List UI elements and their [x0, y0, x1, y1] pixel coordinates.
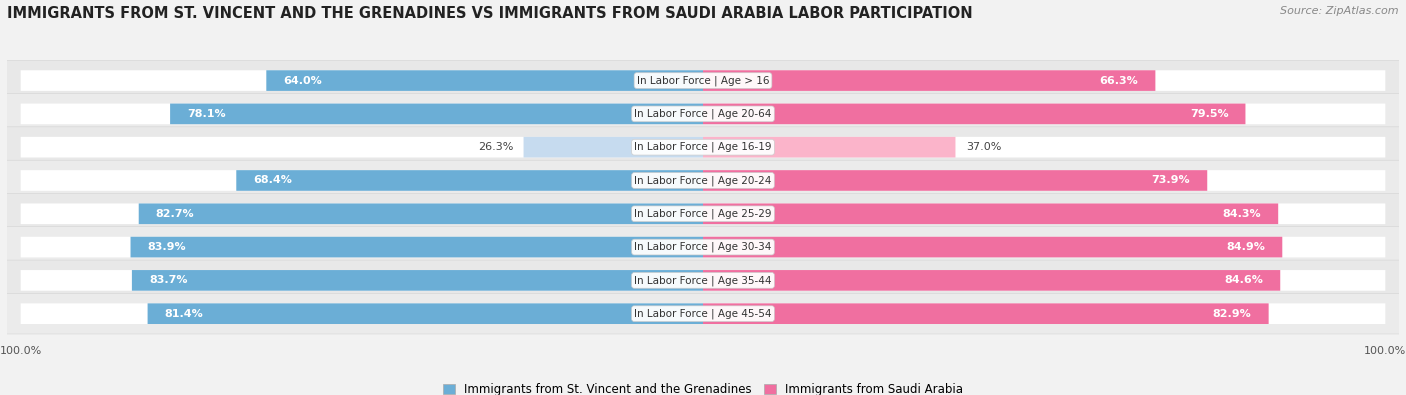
FancyBboxPatch shape	[703, 303, 1385, 324]
FancyBboxPatch shape	[21, 137, 703, 158]
Text: In Labor Force | Age 35-44: In Labor Force | Age 35-44	[634, 275, 772, 286]
Text: IMMIGRANTS FROM ST. VINCENT AND THE GRENADINES VS IMMIGRANTS FROM SAUDI ARABIA L: IMMIGRANTS FROM ST. VINCENT AND THE GREN…	[7, 6, 973, 21]
FancyBboxPatch shape	[132, 270, 703, 291]
Text: 84.3%: 84.3%	[1222, 209, 1261, 219]
FancyBboxPatch shape	[703, 137, 956, 158]
FancyBboxPatch shape	[170, 103, 703, 124]
FancyBboxPatch shape	[703, 303, 1268, 324]
FancyBboxPatch shape	[6, 227, 1400, 267]
Text: 83.9%: 83.9%	[148, 242, 186, 252]
FancyBboxPatch shape	[703, 203, 1278, 224]
FancyBboxPatch shape	[703, 70, 1385, 91]
FancyBboxPatch shape	[6, 94, 1400, 134]
FancyBboxPatch shape	[703, 203, 1385, 224]
FancyBboxPatch shape	[703, 137, 1385, 158]
FancyBboxPatch shape	[21, 170, 703, 191]
FancyBboxPatch shape	[21, 237, 703, 258]
FancyBboxPatch shape	[703, 270, 1385, 291]
FancyBboxPatch shape	[266, 70, 703, 91]
FancyBboxPatch shape	[21, 303, 703, 324]
FancyBboxPatch shape	[131, 237, 703, 258]
FancyBboxPatch shape	[21, 270, 703, 291]
Text: Source: ZipAtlas.com: Source: ZipAtlas.com	[1281, 6, 1399, 16]
FancyBboxPatch shape	[21, 70, 703, 91]
Text: In Labor Force | Age > 16: In Labor Force | Age > 16	[637, 75, 769, 86]
FancyBboxPatch shape	[703, 170, 1385, 191]
Text: In Labor Force | Age 20-24: In Labor Force | Age 20-24	[634, 175, 772, 186]
Text: 68.4%: 68.4%	[253, 175, 292, 186]
Text: 81.4%: 81.4%	[165, 308, 204, 319]
Text: 78.1%: 78.1%	[187, 109, 226, 119]
FancyBboxPatch shape	[148, 303, 703, 324]
Text: 82.9%: 82.9%	[1213, 308, 1251, 319]
Text: 84.9%: 84.9%	[1226, 242, 1265, 252]
FancyBboxPatch shape	[703, 170, 1208, 191]
Text: In Labor Force | Age 25-29: In Labor Force | Age 25-29	[634, 209, 772, 219]
Text: 64.0%: 64.0%	[284, 75, 322, 86]
Legend: Immigrants from St. Vincent and the Grenadines, Immigrants from Saudi Arabia: Immigrants from St. Vincent and the Gren…	[439, 378, 967, 395]
FancyBboxPatch shape	[6, 260, 1400, 301]
Text: 82.7%: 82.7%	[156, 209, 194, 219]
FancyBboxPatch shape	[703, 237, 1282, 258]
FancyBboxPatch shape	[703, 237, 1385, 258]
Text: 83.7%: 83.7%	[149, 275, 187, 285]
FancyBboxPatch shape	[703, 103, 1246, 124]
FancyBboxPatch shape	[21, 103, 703, 124]
FancyBboxPatch shape	[6, 160, 1400, 201]
Text: In Labor Force | Age 20-64: In Labor Force | Age 20-64	[634, 109, 772, 119]
FancyBboxPatch shape	[6, 194, 1400, 234]
Text: In Labor Force | Age 16-19: In Labor Force | Age 16-19	[634, 142, 772, 152]
Text: In Labor Force | Age 45-54: In Labor Force | Age 45-54	[634, 308, 772, 319]
FancyBboxPatch shape	[236, 170, 703, 191]
FancyBboxPatch shape	[6, 293, 1400, 334]
FancyBboxPatch shape	[703, 270, 1281, 291]
FancyBboxPatch shape	[6, 127, 1400, 167]
Text: 66.3%: 66.3%	[1099, 75, 1139, 86]
FancyBboxPatch shape	[6, 60, 1400, 101]
FancyBboxPatch shape	[139, 203, 703, 224]
FancyBboxPatch shape	[703, 70, 1156, 91]
FancyBboxPatch shape	[523, 137, 703, 158]
Text: 37.0%: 37.0%	[966, 142, 1001, 152]
FancyBboxPatch shape	[21, 203, 703, 224]
Text: 79.5%: 79.5%	[1189, 109, 1229, 119]
Text: 84.6%: 84.6%	[1225, 275, 1263, 285]
Text: In Labor Force | Age 30-34: In Labor Force | Age 30-34	[634, 242, 772, 252]
Text: 26.3%: 26.3%	[478, 142, 513, 152]
Text: 73.9%: 73.9%	[1152, 175, 1191, 186]
FancyBboxPatch shape	[703, 103, 1385, 124]
